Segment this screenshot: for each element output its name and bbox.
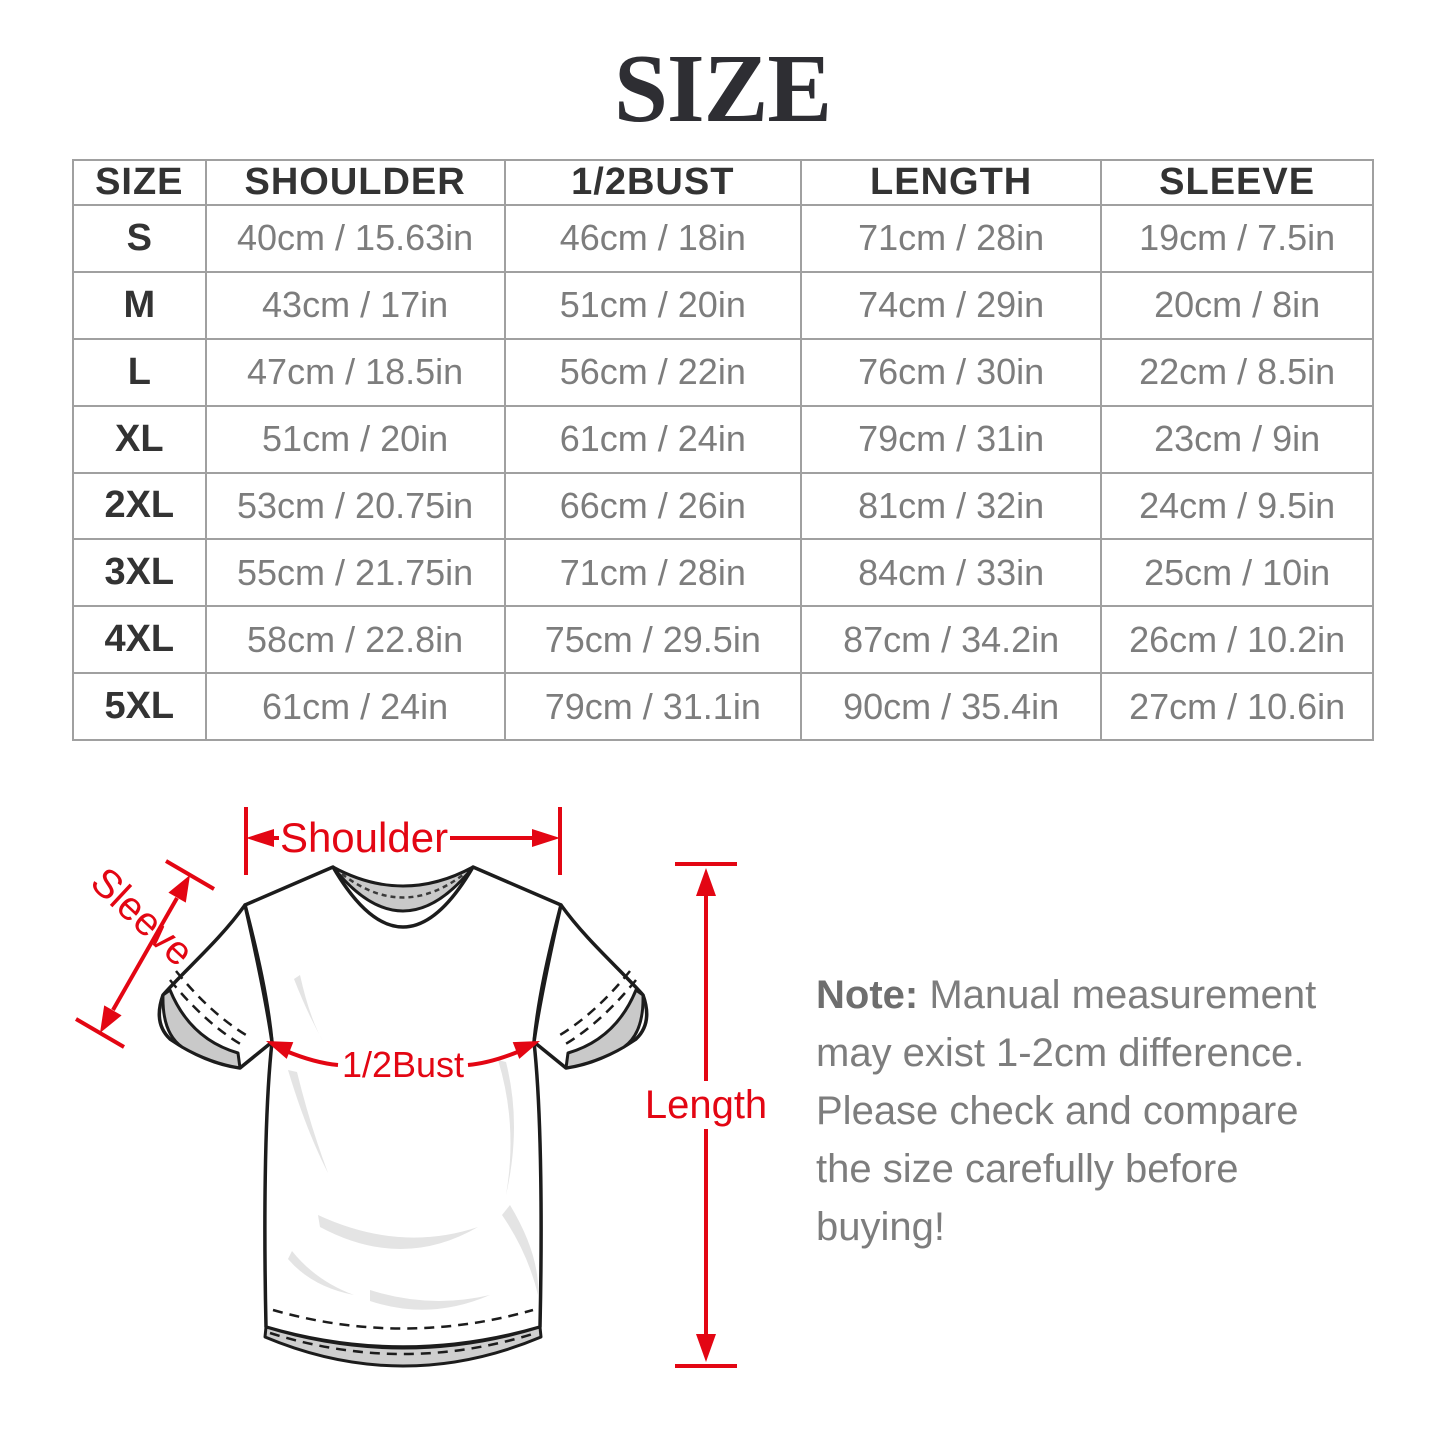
length-arrowhead-top: [696, 868, 716, 896]
size-cell: 4XL: [72, 605, 207, 675]
table-row: S 40cm / 15.63in 46cm / 18in 71cm / 28in 19c…: [72, 204, 1374, 273]
left-cuff-opening: [161, 988, 242, 1070]
shoulder-arrowhead-left: [246, 829, 274, 847]
value-cell: 24cm / 9.5in: [1100, 471, 1374, 541]
value-cell: 19cm / 7.5in: [1100, 204, 1374, 273]
half-bust-label: 1/2Bust: [342, 1044, 464, 1085]
table-row: XL 51cm / 20in 61cm / 24in 79cm / 31in 23cm …: [72, 404, 1374, 474]
value-cell: 71cm / 28in: [799, 204, 1103, 273]
column-header-size: SIZE: [72, 159, 207, 206]
value-cell: 84cm / 33in: [799, 538, 1103, 608]
value-cell: 23cm / 9in: [1100, 404, 1374, 474]
note-label: Note:: [816, 973, 919, 1017]
value-cell: 46cm / 18in: [503, 204, 802, 273]
collar-band: [331, 865, 475, 913]
value-cell: 51cm / 20in: [204, 404, 506, 474]
sleeve-shaft: [111, 897, 179, 1011]
length-arrowhead-bottom: [696, 1334, 716, 1362]
value-cell: 79cm / 31in: [799, 404, 1103, 474]
value-cell: 74cm / 29in: [799, 270, 1103, 340]
left-cuff-stitch-1: [169, 979, 243, 1047]
bust-arrowhead-left: [266, 1041, 294, 1059]
right-cuff-stitch-1: [563, 979, 637, 1047]
value-cell: 27cm / 10.6in: [1100, 672, 1374, 741]
size-cell: 3XL: [72, 538, 207, 608]
value-cell: 55cm / 21.75in: [204, 538, 506, 608]
value-cell: 75cm / 29.5in: [503, 605, 802, 675]
table-row: M 43cm / 17in 51cm / 20in 74cm / 29in 20cm /…: [72, 270, 1374, 340]
column-header-1-2bust: 1/2BUST: [503, 159, 802, 206]
value-cell: 51cm / 20in: [503, 270, 802, 340]
value-cell: 61cm / 24in: [204, 672, 506, 741]
sleeve-arrowhead-bottom: [100, 1005, 122, 1033]
page-title: SIZE: [613, 35, 832, 142]
table-header-row: SIZE SHOULDER 1/2BUST LENGTH SLEEVE: [72, 159, 1374, 206]
length-annotation: Length: [645, 862, 767, 1368]
value-cell: 90cm / 35.4in: [799, 672, 1103, 741]
fabric-wrinkles: [288, 975, 539, 1310]
value-cell: 53cm / 20.75in: [204, 471, 506, 541]
value-cell: 22cm / 8.5in: [1100, 337, 1374, 407]
length-label: Length: [645, 1083, 767, 1127]
size-cell: 2XL: [72, 471, 207, 541]
table-row: 4XL 58cm / 22.8in 75cm / 29.5in 87cm / 34.2…: [72, 605, 1374, 675]
left-cuff-stitch-2: [175, 970, 247, 1037]
value-cell: 61cm / 24in: [503, 404, 802, 474]
size-cell: L: [72, 337, 207, 407]
size-cell: M: [72, 270, 207, 340]
tshirt-body: [243, 865, 563, 1349]
right-cuff-opening: [564, 988, 645, 1070]
value-cell: 79cm / 31.1in: [503, 672, 802, 741]
value-cell: 26cm / 10.2in: [1100, 605, 1374, 675]
tshirt-measurement-diagram: Shoulder Sleeve 1/2Bust Lengt: [74, 807, 767, 1368]
half-bust-annotation: 1/2Bust: [266, 1041, 540, 1085]
table-row: L 47cm / 18.5in 56cm / 22in 76cm / 30in 22cm…: [72, 337, 1374, 407]
column-header-sleeve: SLEEVE: [1100, 159, 1374, 206]
value-cell: 81cm / 32in: [799, 471, 1103, 541]
table-row: 3XL 55cm / 21.75in 71cm / 28in 84cm / 33in 2…: [72, 538, 1374, 608]
size-cell: 5XL: [72, 672, 207, 741]
shoulder-arrowhead-right: [532, 829, 560, 847]
shoulder-annotation: Shoulder: [244, 807, 562, 875]
note-body: Manual measurement may exist 1-2cm diffe…: [816, 973, 1317, 1249]
value-cell: 66cm / 26in: [503, 471, 802, 541]
value-cell: 87cm / 34.2in: [799, 605, 1103, 675]
collar-rib-stitch: [341, 873, 465, 899]
hem-stitch-lower: [269, 1331, 537, 1356]
table-row: 5XL 61cm / 24in 79cm / 31.1in 90cm / 35.4in…: [72, 672, 1374, 741]
value-cell: 56cm / 22in: [503, 337, 802, 407]
value-cell: 20cm / 8in: [1100, 270, 1374, 340]
value-cell: 43cm / 17in: [204, 270, 506, 340]
size-cell: S: [72, 204, 207, 273]
column-header-shoulder: SHOULDER: [204, 159, 506, 206]
bust-shaft-left: [285, 1049, 339, 1067]
hem-stitch-upper: [272, 1308, 534, 1330]
size-cell: XL: [72, 404, 207, 474]
table-row: 2XL 53cm / 20.75in 66cm / 26in 81cm / 32in 2…: [72, 471, 1374, 541]
column-header-length: LENGTH: [799, 159, 1103, 206]
value-cell: 71cm / 28in: [503, 538, 802, 608]
bust-shaft-right: [467, 1049, 521, 1067]
hem-band: [263, 1325, 543, 1368]
shoulder-label: Shoulder: [280, 814, 448, 861]
value-cell: 58cm / 22.8in: [204, 605, 506, 675]
value-cell: 76cm / 30in: [799, 337, 1103, 407]
right-cuff-stitch-2: [559, 970, 631, 1037]
measurement-note: Note: Manual measurement may exist 1-2cm…: [816, 966, 1328, 1256]
size-table: SIZE SHOULDER 1/2BUST LENGTH SLEEVE S 40cm / …: [72, 159, 1374, 741]
sleeve-arrowhead-top: [168, 875, 190, 903]
value-cell: 40cm / 15.63in: [204, 204, 506, 273]
bust-arrowhead-right: [512, 1041, 540, 1059]
value-cell: 47cm / 18.5in: [204, 337, 506, 407]
value-cell: 25cm / 10in: [1100, 538, 1374, 608]
